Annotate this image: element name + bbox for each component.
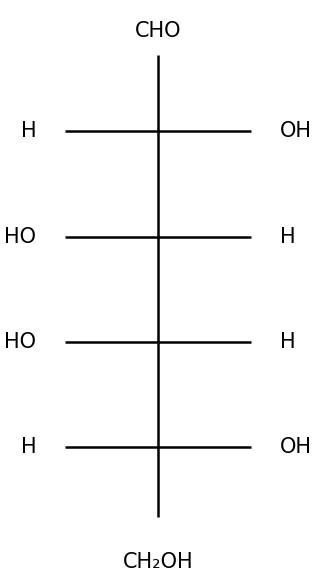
Text: HO: HO bbox=[4, 227, 36, 246]
Text: OH: OH bbox=[280, 437, 312, 457]
Text: CHO: CHO bbox=[135, 21, 181, 41]
Text: H: H bbox=[21, 437, 36, 457]
Text: H: H bbox=[280, 227, 295, 246]
Text: CH₂OH: CH₂OH bbox=[123, 552, 193, 572]
Text: OH: OH bbox=[280, 121, 312, 141]
Text: H: H bbox=[280, 332, 295, 352]
Text: HO: HO bbox=[4, 332, 36, 352]
Text: H: H bbox=[21, 121, 36, 141]
